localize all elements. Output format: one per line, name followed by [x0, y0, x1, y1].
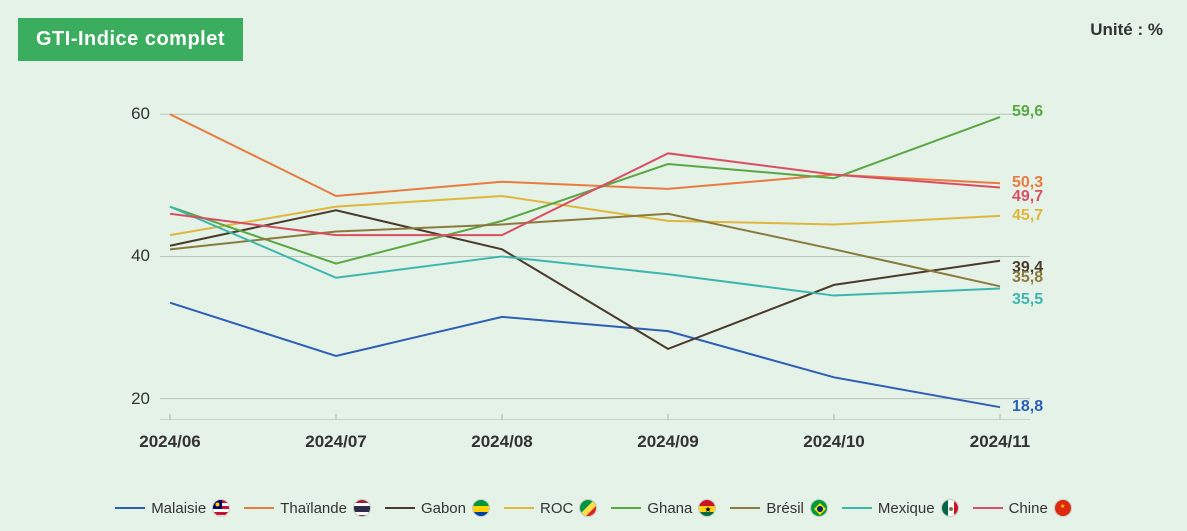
flag-icon: ★ — [698, 499, 716, 517]
legend-label: Brésil — [766, 500, 804, 517]
series-line — [170, 117, 1000, 263]
svg-text:★: ★ — [1060, 503, 1065, 510]
legend-label: Thaïlande — [280, 500, 347, 517]
x-axis-tick: 2024/09 — [637, 432, 698, 452]
legend-line-swatch — [730, 507, 760, 509]
y-axis-tick: 20 — [110, 389, 150, 409]
legend-item: Ghana ★ — [611, 499, 716, 517]
legend-item: Chine ★ — [973, 499, 1072, 517]
x-axis-tick: 2024/11 — [970, 432, 1031, 452]
legend-item: Brésil — [730, 499, 828, 517]
y-axis-tick: 60 — [110, 104, 150, 124]
x-axis-tick: 2024/06 — [139, 432, 200, 452]
legend-label: Chine — [1009, 500, 1048, 517]
chart-title-badge: GTI-Indice complet — [18, 18, 243, 61]
chart-title-text: GTI-Indice complet — [36, 28, 225, 50]
flag-icon — [941, 499, 959, 517]
series-end-label: 45,7 — [1012, 207, 1043, 225]
series-end-label: 49,7 — [1012, 188, 1043, 206]
y-axis-tick: 40 — [110, 246, 150, 266]
legend-label: ROC — [540, 500, 573, 517]
series-line — [170, 210, 1000, 349]
legend-line-swatch — [504, 507, 534, 509]
legend-item: Malaisie — [115, 499, 230, 517]
series-end-label: 35,5 — [1012, 291, 1043, 309]
flag-icon — [212, 499, 230, 517]
flag-icon — [579, 499, 597, 517]
series-end-label: 35,8 — [1012, 269, 1043, 287]
legend-item: Gabon — [385, 499, 490, 517]
flag-icon: ★ — [1054, 499, 1072, 517]
legend-line-swatch — [385, 507, 415, 509]
legend-label: Ghana — [647, 500, 692, 517]
unit-label: Unité : % — [1090, 20, 1163, 40]
x-axis-tick: 2024/10 — [803, 432, 864, 452]
flag-icon — [472, 499, 490, 517]
svg-text:★: ★ — [705, 505, 712, 514]
x-axis-tick: 2024/07 — [305, 432, 366, 452]
series-end-label: 18,8 — [1012, 398, 1043, 416]
legend-line-swatch — [842, 507, 872, 509]
flag-icon — [353, 499, 371, 517]
legend-line-swatch — [973, 507, 1003, 509]
legend-line-swatch — [244, 507, 274, 509]
flag-icon — [810, 499, 828, 517]
x-axis-tick: 2024/08 — [471, 432, 532, 452]
legend-label: Malaisie — [151, 500, 206, 517]
legend-item: Mexique — [842, 499, 959, 517]
legend-line-swatch — [115, 507, 145, 509]
legend-line-swatch — [611, 507, 641, 509]
legend-label: Mexique — [878, 500, 935, 517]
series-line — [170, 303, 1000, 408]
legend-item: Thaïlande — [244, 499, 371, 517]
series-line — [170, 114, 1000, 196]
legend-item: ROC — [504, 499, 597, 517]
chart-legend: Malaisie Thaïlande Gabon ROC Ghana ★ Brésil Mex… — [0, 499, 1187, 517]
line-chart: 2040602024/062024/072024/082024/092024/1… — [160, 100, 1030, 420]
legend-label: Gabon — [421, 500, 466, 517]
chart-svg — [160, 100, 1030, 420]
series-end-label: 59,6 — [1012, 103, 1043, 121]
